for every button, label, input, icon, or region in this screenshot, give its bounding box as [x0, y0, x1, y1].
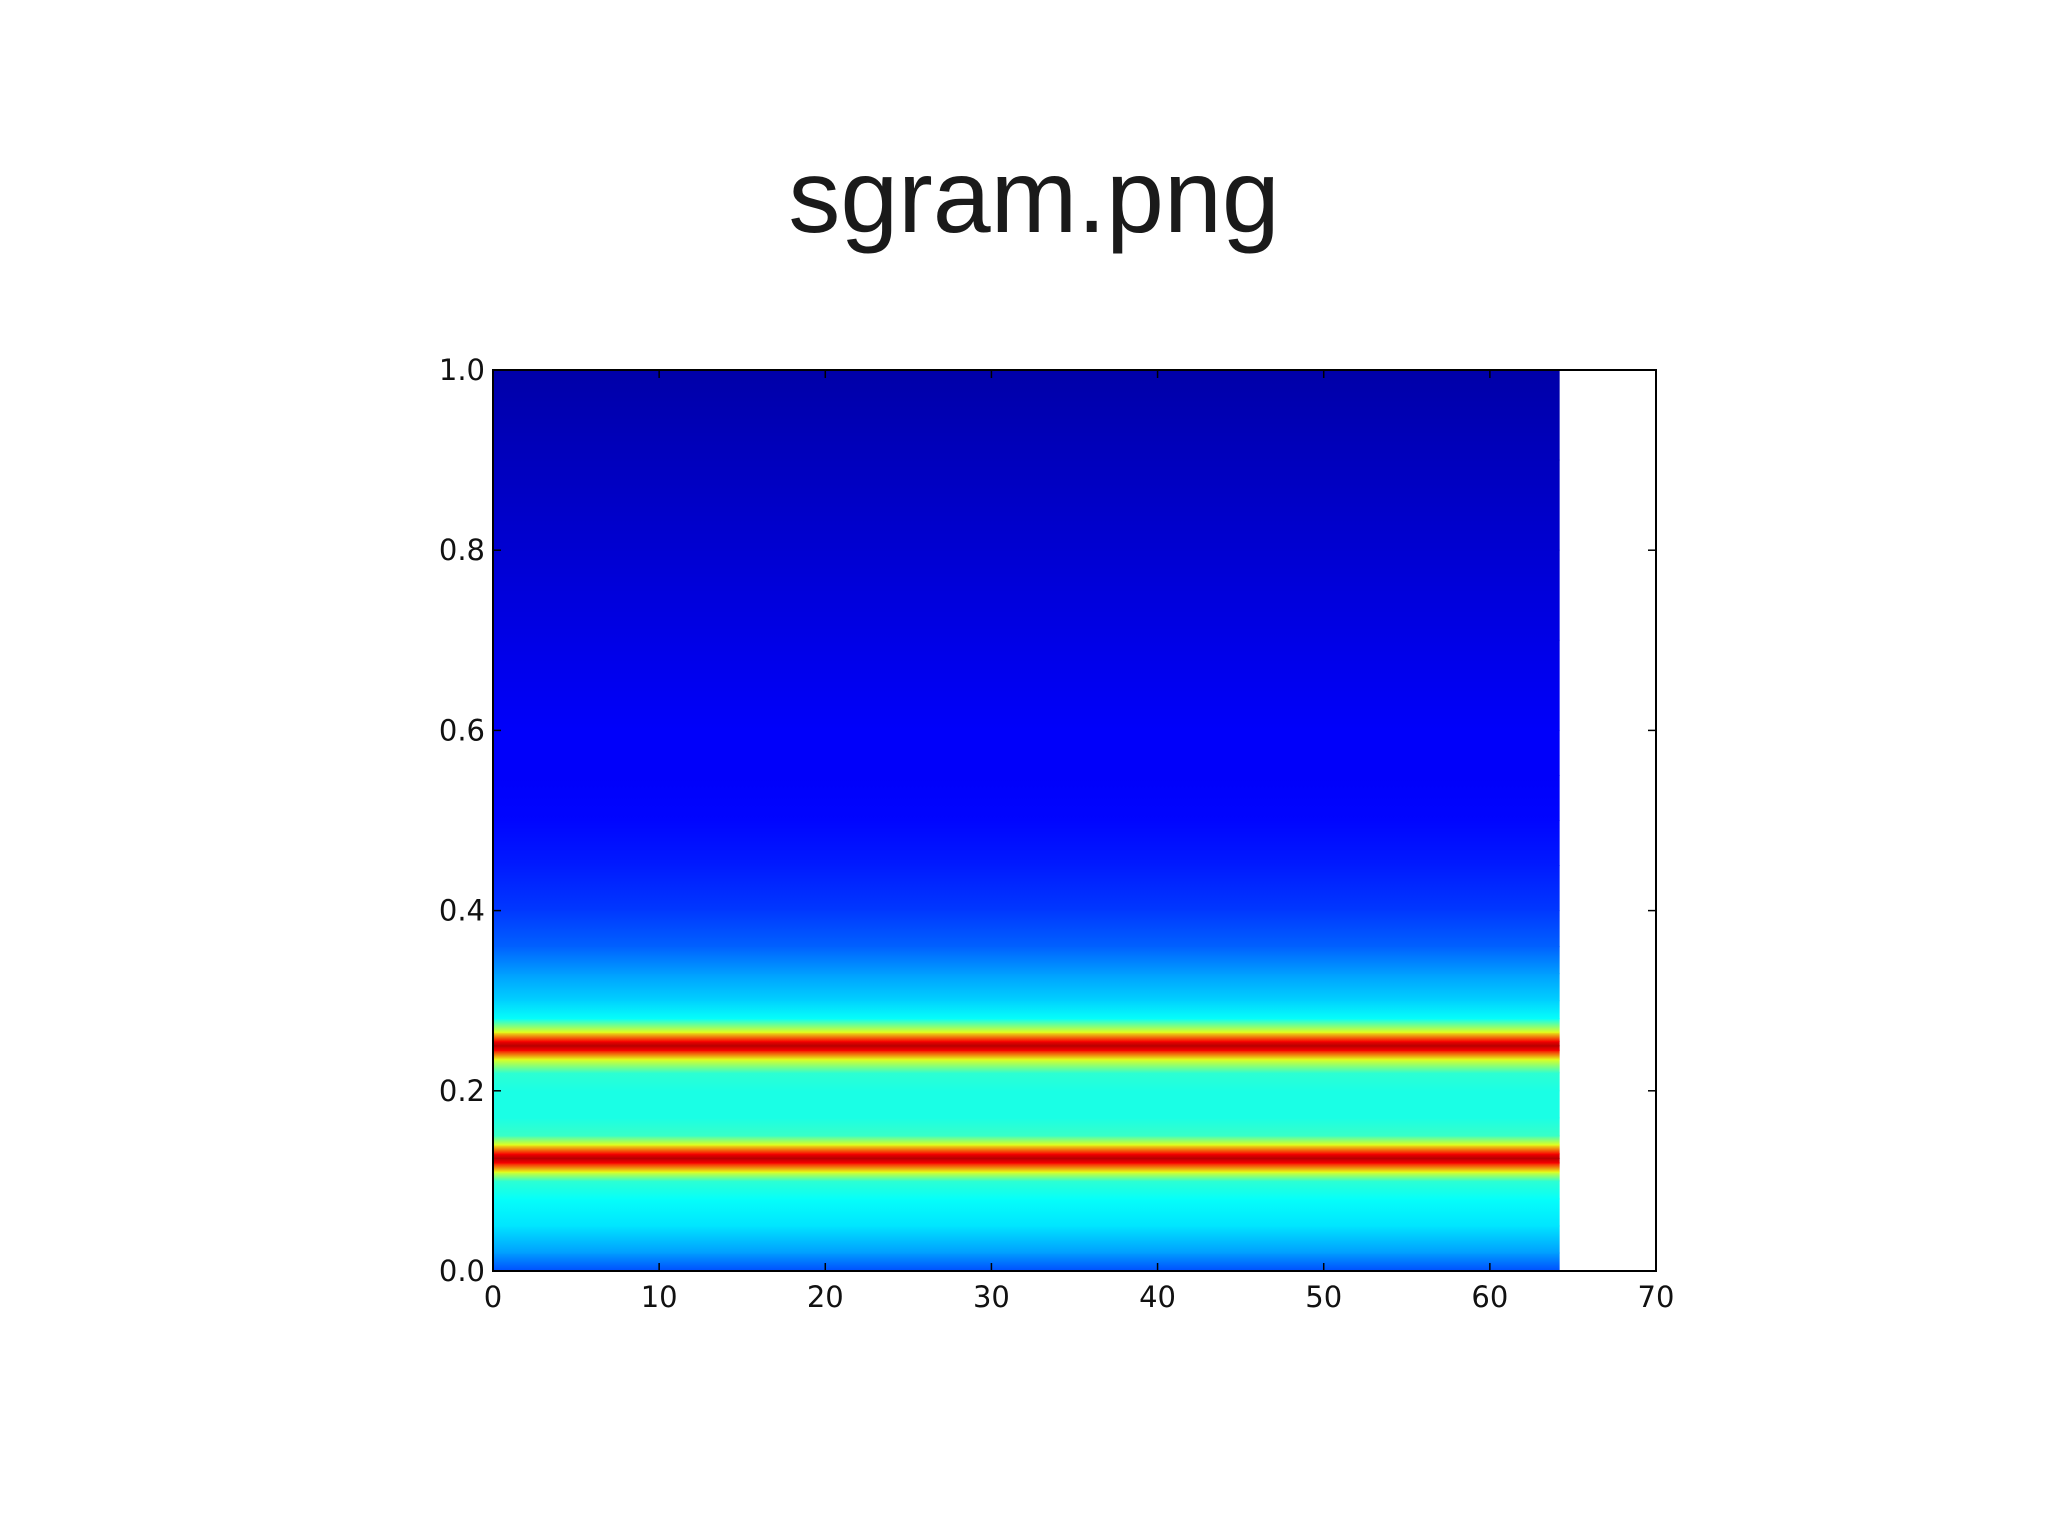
y-tick-label: 0.4 — [439, 894, 485, 928]
x-tick-label: 30 — [973, 1280, 1010, 1314]
spectrogram-strip — [493, 1045, 1560, 1051]
spectrogram-strip — [493, 820, 1560, 867]
spectrogram-strip — [493, 1162, 1560, 1173]
spectrogram-strip — [493, 369, 1560, 461]
spectrogram-strip — [493, 865, 1560, 912]
spectrogram-strip — [493, 910, 1560, 948]
spectrogram-strip — [493, 1225, 1560, 1254]
plot-frame — [492, 369, 1657, 1272]
spectrogram-strip — [493, 1117, 1560, 1137]
x-tick-label: 10 — [641, 1280, 678, 1314]
spectrogram-strip — [493, 973, 1560, 1002]
spectrogram-strip — [493, 1031, 1560, 1042]
spectrogram-strip — [493, 1171, 1560, 1182]
spectrogram-strip — [493, 1135, 1560, 1146]
slide-title: sgram.png — [788, 139, 1279, 255]
spectrogram-strip — [493, 1180, 1560, 1200]
spectrogram-strip — [493, 1198, 1560, 1227]
x-tick-label: 40 — [1139, 1280, 1176, 1314]
spectrogram-strip — [493, 1090, 1560, 1119]
spectrogram-strip — [493, 1144, 1560, 1155]
x-tick-label: 50 — [1305, 1280, 1342, 1314]
x-tick-label: 70 — [1638, 1280, 1675, 1314]
x-tick-label: 0 — [484, 1280, 502, 1314]
y-tick-label: 0.2 — [439, 1074, 485, 1108]
spectrogram-strip — [493, 549, 1560, 641]
x-tick-label: 60 — [1471, 1280, 1508, 1314]
y-tick-label: 0.6 — [439, 713, 485, 747]
spectrogram-strip — [493, 1049, 1560, 1060]
spectrogram-strip — [493, 1157, 1560, 1164]
spectrogram-strip — [493, 459, 1560, 551]
spectrogram-strip — [493, 1153, 1560, 1159]
spectrogram-strip — [493, 1000, 1560, 1020]
x-tick-label: 20 — [807, 1280, 844, 1314]
y-tick-label: 0.0 — [439, 1254, 485, 1288]
spectrogram-strip — [493, 1072, 1560, 1092]
y-tick-label: 1.0 — [439, 353, 485, 387]
spectrogram-strip — [493, 1040, 1560, 1047]
spectrogram-strip — [493, 1018, 1560, 1033]
spectrogram-strip — [493, 1058, 1560, 1074]
spectrogram-strip — [493, 1252, 1560, 1272]
y-tick-label: 0.8 — [439, 533, 485, 567]
spectrogram-strip — [493, 729, 1560, 776]
spectrogram-strip — [493, 774, 1560, 821]
spectrogram-strip — [493, 946, 1560, 975]
spectrogram-strip — [493, 639, 1560, 731]
